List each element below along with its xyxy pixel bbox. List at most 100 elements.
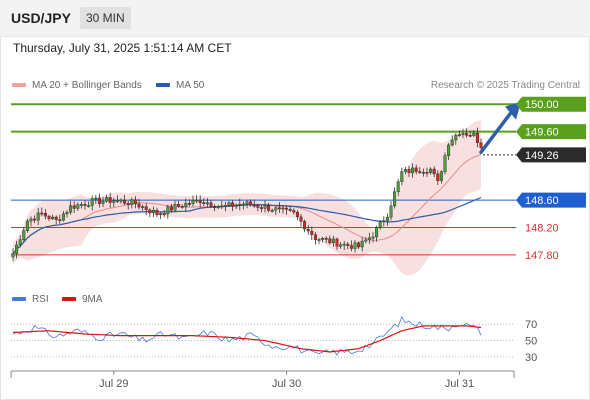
candle-body: [101, 200, 105, 204]
candle-body: [367, 237, 371, 241]
candle-body: [299, 216, 303, 222]
candle-body: [29, 218, 33, 222]
candle-body: [191, 200, 195, 204]
price-tag-label: 148.60: [525, 195, 559, 207]
bollinger-band-area: [13, 120, 481, 276]
rsi-swatch: [12, 297, 26, 302]
candle-body: [292, 210, 296, 213]
ma50-swatch: [156, 83, 170, 88]
legend-bollinger: MA 20 + Bollinger Bands: [12, 80, 142, 91]
candle-body: [349, 245, 353, 249]
candle-body: [339, 244, 343, 247]
price-level-lines: [11, 103, 516, 256]
candle-body: [378, 221, 382, 228]
price-tag-148.60: [516, 192, 586, 208]
candle-body: [313, 234, 317, 240]
candle-body: [202, 202, 206, 205]
time-axis: Jul 29 Jul 30 Jul 31: [10, 370, 515, 390]
price-tags-layer: 150.00 149.60 149.26 148.60 148.20 147.80: [516, 96, 586, 262]
candle-body: [234, 204, 238, 207]
candle-body: [159, 213, 163, 216]
candle-body: [94, 197, 98, 200]
candle-body: [461, 133, 465, 135]
candle-body: [364, 239, 368, 242]
candle-body: [184, 203, 188, 208]
legend-bollinger-label: MA 20 + Bollinger Bands: [32, 80, 142, 91]
price-level-label: 148.20: [525, 223, 559, 235]
candle-body: [429, 168, 433, 173]
price-tag-149.60: [516, 124, 586, 140]
price-tag-label: 149.60: [525, 127, 559, 139]
candle-body: [454, 134, 458, 141]
x-tick-label: Jul 31: [445, 378, 474, 390]
candle-body: [328, 238, 332, 244]
rsi-ma-swatch: [62, 297, 76, 302]
price-tag-150.00: [516, 96, 586, 112]
candle-body: [382, 220, 386, 222]
candle-body: [137, 203, 141, 208]
x-tick-label: Jul 29: [99, 378, 128, 390]
candle-body: [385, 216, 389, 221]
candle-body: [227, 202, 231, 206]
chart-header: USD/JPY 30 MIN: [0, 0, 590, 37]
candle-body: [270, 210, 274, 212]
candle-body: [396, 181, 400, 193]
candle-body: [465, 133, 469, 136]
candle-body: [115, 200, 119, 202]
candle-body: [472, 132, 476, 136]
candle-body: [256, 205, 260, 208]
bollinger-swatch: [12, 83, 26, 88]
candle-body: [295, 211, 299, 218]
candle-body: [155, 210, 159, 216]
candle-body: [357, 242, 361, 248]
candle-body: [223, 205, 227, 207]
price-tag-label: 149.26: [525, 150, 559, 162]
candle-body: [245, 201, 249, 205]
candle-body: [360, 240, 364, 248]
candle-body: [263, 205, 267, 209]
candle-body: [216, 206, 220, 208]
candle-body: [213, 206, 217, 208]
credit-text: Research © 2025 Trading Central: [430, 80, 580, 91]
candle-body: [468, 134, 472, 137]
candle-body: [432, 168, 436, 175]
legend-rsi-ma: 9MA: [62, 294, 103, 305]
candle-body: [166, 206, 170, 215]
legend-rsi-label: RSI: [32, 294, 49, 305]
candle-body: [288, 208, 292, 211]
candle-body: [335, 238, 339, 247]
candle-body: [443, 155, 447, 172]
candlestick-layer: [11, 127, 483, 261]
candle-body: [439, 171, 443, 181]
timeframe-button[interactable]: 30 MIN: [80, 7, 131, 29]
candle-body: [393, 191, 397, 207]
candle-body: [457, 134, 461, 137]
candle-body: [180, 205, 184, 208]
candle-body: [274, 207, 278, 211]
candle-body: [25, 220, 29, 231]
candle-body: [133, 199, 137, 205]
legend-rsi: RSI: [12, 294, 49, 305]
candle-body: [447, 144, 451, 156]
candle-body: [436, 173, 440, 181]
candle-body: [177, 204, 181, 207]
candle-body: [15, 244, 19, 254]
trend-arrow-head: [505, 101, 521, 120]
candle-body: [259, 207, 263, 209]
x-tick-label: Jul 30: [272, 378, 301, 390]
candle-body: [231, 202, 235, 207]
candle-body: [375, 227, 379, 238]
candle-body: [126, 203, 130, 205]
candle-body: [130, 199, 134, 205]
candle-body: [97, 197, 101, 204]
price-tag-label: 150.00: [525, 99, 559, 111]
timestamp: Thursday, July 31, 2025 1:51:14 AM CET: [13, 41, 232, 55]
candle-body: [331, 238, 335, 244]
candle-body: [22, 230, 26, 240]
candle-body: [267, 205, 271, 211]
candle-body: [479, 142, 483, 148]
candle-body: [169, 206, 173, 211]
trend-arrow-layer: [479, 101, 521, 154]
trend-arrow-shaft: [479, 110, 513, 154]
candle-body: [69, 205, 73, 213]
